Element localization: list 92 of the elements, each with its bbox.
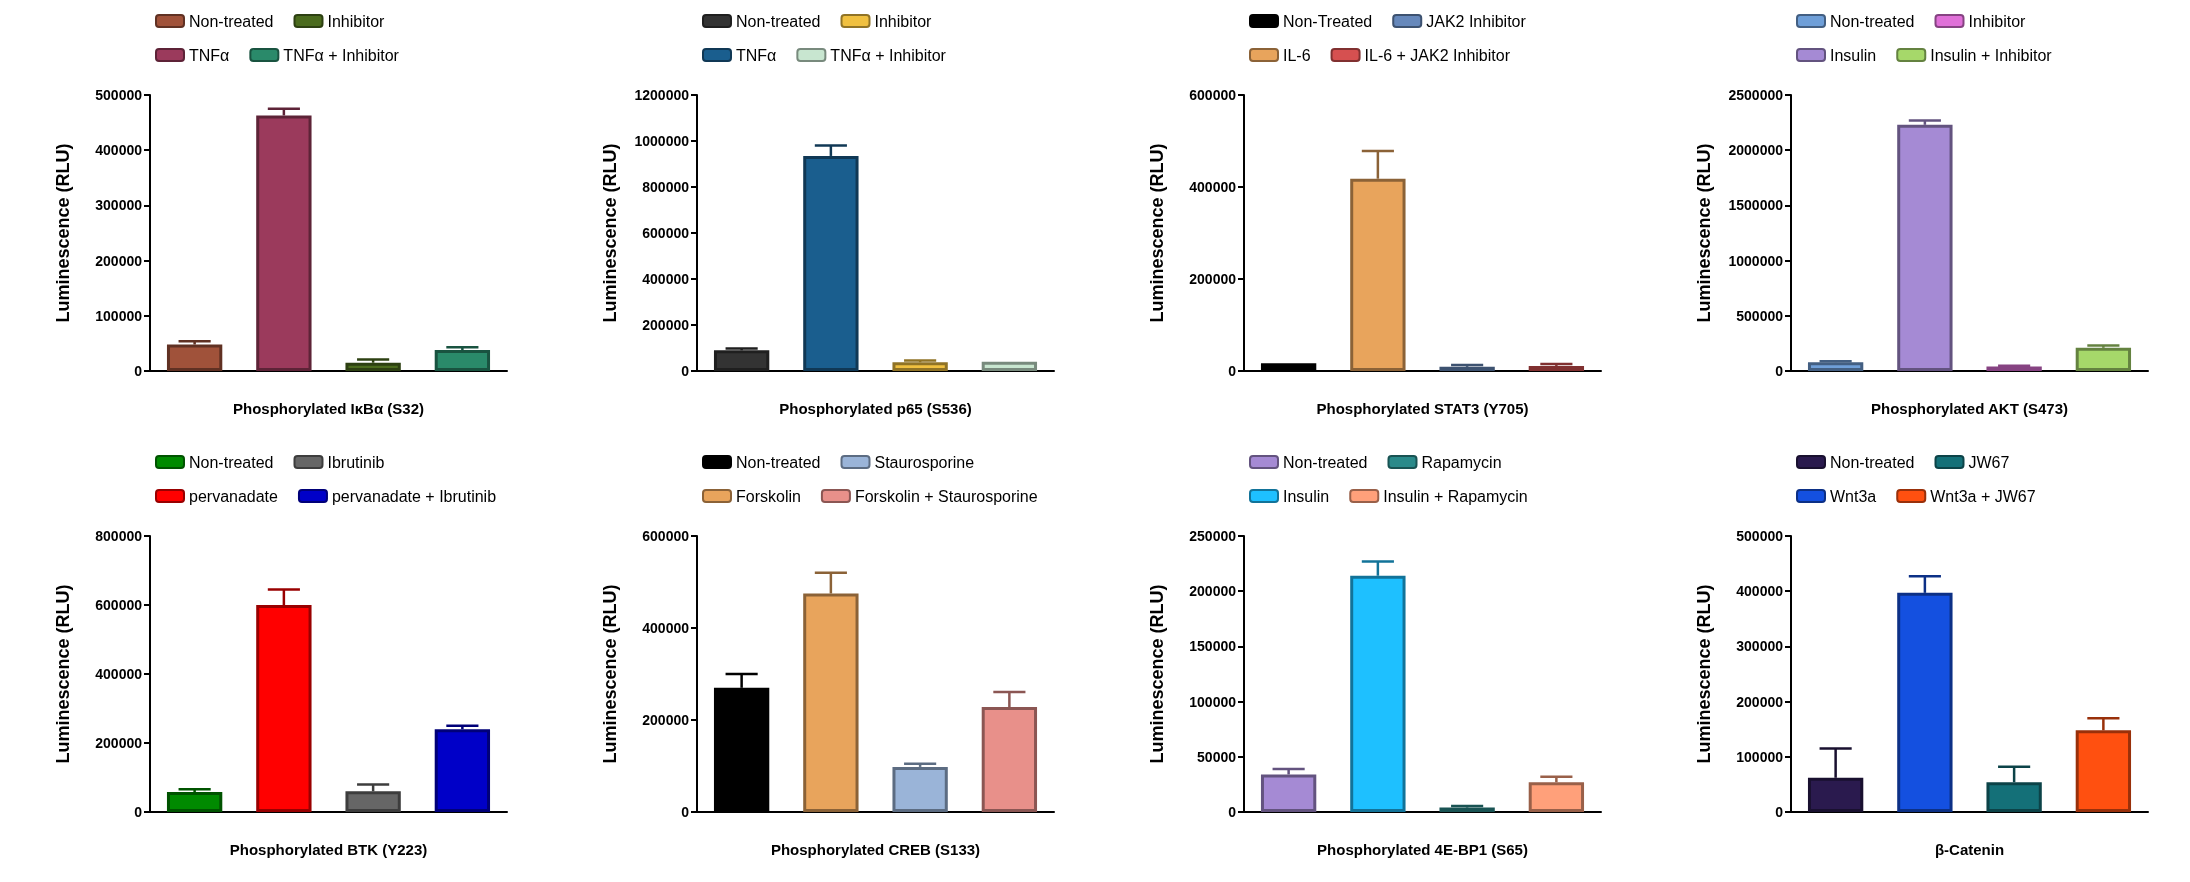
legend-label: Insulin + Rapamycin <box>1383 487 1528 505</box>
y-axis-title: Luminescence (RLU) <box>53 143 73 323</box>
legend-label: JAK2 Inhibitor <box>1426 12 1527 30</box>
legend-label: Non-Treated <box>1283 12 1373 30</box>
y-tick-label: 600000 <box>95 597 143 613</box>
y-tick-label: 200000 <box>95 735 143 751</box>
legend-label: IL-6 + JAK2 Inhibitor <box>1364 46 1511 64</box>
legend-label: JW67 <box>1968 453 2010 471</box>
x-axis-title: Phosphorylated BTK (Y223) <box>229 841 428 858</box>
y-tick-label: 500000 <box>1736 528 1784 544</box>
y-tick-label: 200000 <box>1736 693 1784 710</box>
legend-label: Non-treated <box>1283 453 1368 471</box>
y-tick-label: 800000 <box>95 528 143 544</box>
y-tick-label: 0 <box>134 804 143 820</box>
y-tick-label: 200000 <box>1189 583 1237 600</box>
x-axis-title: Phosphorylated 4E-BP1 (S65) <box>1317 841 1528 858</box>
y-axis-title: Luminescence (RLU) <box>53 584 73 764</box>
y-tick-label: 0 <box>1228 804 1237 820</box>
legend-label: Non-treated <box>1830 453 1915 471</box>
legend-label: Insulin <box>1283 487 1330 505</box>
y-tick-label: 0 <box>681 363 690 379</box>
legend-label: Rapamycin <box>1421 453 1502 471</box>
y-tick-label: 400000 <box>1736 583 1784 600</box>
legend-label: Forskolin <box>736 487 801 505</box>
x-axis-title: Phosphorylated p65 (S536) <box>779 400 972 417</box>
legend-label: TNFα + Inhibitor <box>283 46 400 64</box>
legend-label: Wnt3a + JW67 <box>1930 487 2036 505</box>
legend-label: TNFα <box>736 46 777 64</box>
legend-label: Non-treated <box>189 12 274 30</box>
y-tick-label: 400000 <box>95 142 143 159</box>
y-tick-label: 1200000 <box>634 87 690 103</box>
y-tick-label: 100000 <box>1736 748 1784 765</box>
legend-label: Forskolin + Staurosporine <box>854 487 1038 505</box>
y-tick-label: 200000 <box>95 252 143 269</box>
legend-label: Inhibitor <box>874 12 933 30</box>
y-axis-title: Luminescence (RLU) <box>1694 584 1714 764</box>
y-tick-label: 800000 <box>642 179 690 195</box>
legend-label: Insulin + Inhibitor <box>1930 46 2053 64</box>
legend-label: pervanadate <box>189 487 279 505</box>
legend-label: Ibrutinib <box>327 453 385 471</box>
y-tick-label: 200000 <box>642 712 690 728</box>
y-tick-label: 0 <box>1775 363 1784 379</box>
y-axis-title: Luminescence (RLU) <box>1147 143 1167 323</box>
legend-label: Non-treated <box>189 453 274 471</box>
y-tick-label: 1000000 <box>634 133 690 149</box>
y-tick-label: 300000 <box>1736 638 1784 655</box>
y-tick-label: 400000 <box>642 620 690 636</box>
x-axis-title: Phosphorylated CREB (S133) <box>770 841 981 858</box>
legend-label: Insulin <box>1830 46 1877 64</box>
y-tick-label: 100000 <box>95 307 143 324</box>
y-tick-label: 2000000 <box>1728 142 1784 159</box>
x-axis-title: Phosphorylated IκBα (S32) <box>233 400 424 417</box>
y-tick-label: 600000 <box>642 225 690 241</box>
y-tick-label: 400000 <box>642 271 690 287</box>
y-axis-title: Luminescence (RLU) <box>600 143 620 323</box>
y-axis-title: Luminescence (RLU) <box>1147 584 1167 764</box>
legend-label: IL-6 <box>1283 46 1311 64</box>
y-axis-title: Luminescence (RLU) <box>600 584 620 764</box>
y-tick-label: 600000 <box>1189 87 1237 103</box>
legend-label: TNFα <box>189 46 230 64</box>
legend-label: TNFα + Inhibitor <box>830 46 947 64</box>
x-axis-title: Phosphorylated STAT3 (Y705) <box>1316 400 1529 417</box>
y-tick-label: 150000 <box>1189 638 1237 655</box>
y-tick-label: 1000000 <box>1728 252 1784 269</box>
y-tick-label: 500000 <box>1736 307 1784 324</box>
y-tick-label: 100000 <box>1189 693 1237 710</box>
y-tick-label: 400000 <box>1189 179 1237 195</box>
legend-label: Staurosporine <box>874 453 975 471</box>
y-tick-label: 300000 <box>95 197 143 214</box>
y-axis-title: Luminescence (RLU) <box>1694 143 1714 323</box>
legend-label: Non-treated <box>1830 12 1915 30</box>
y-tick-label: 500000 <box>95 87 143 103</box>
legend-label: Inhibitor <box>1968 12 2027 30</box>
y-tick-label: 0 <box>1228 363 1237 379</box>
y-tick-label: 0 <box>1775 804 1784 820</box>
legend-label: pervanadate + Ibrutinib <box>331 487 497 505</box>
legend-label: Wnt3a <box>1830 487 1877 505</box>
legend-label: Inhibitor <box>327 12 386 30</box>
x-axis-title: β-Catenin <box>1934 841 2005 858</box>
y-tick-label: 600000 <box>642 528 690 544</box>
y-tick-label: 250000 <box>1189 528 1237 544</box>
y-tick-label: 0 <box>134 363 143 379</box>
y-tick-label: 1500000 <box>1728 197 1784 214</box>
y-tick-label: 50000 <box>1197 748 1237 765</box>
legend-label: Non-treated <box>736 12 821 30</box>
y-tick-label: 200000 <box>642 317 690 333</box>
y-tick-label: 2500000 <box>1728 87 1784 103</box>
legend-label: Non-treated <box>736 453 821 471</box>
y-tick-label: 200000 <box>1189 271 1237 287</box>
y-tick-label: 0 <box>681 804 690 820</box>
y-tick-label: 400000 <box>95 666 143 682</box>
x-axis-title: Phosphorylated AKT (S473) <box>1871 400 2068 417</box>
